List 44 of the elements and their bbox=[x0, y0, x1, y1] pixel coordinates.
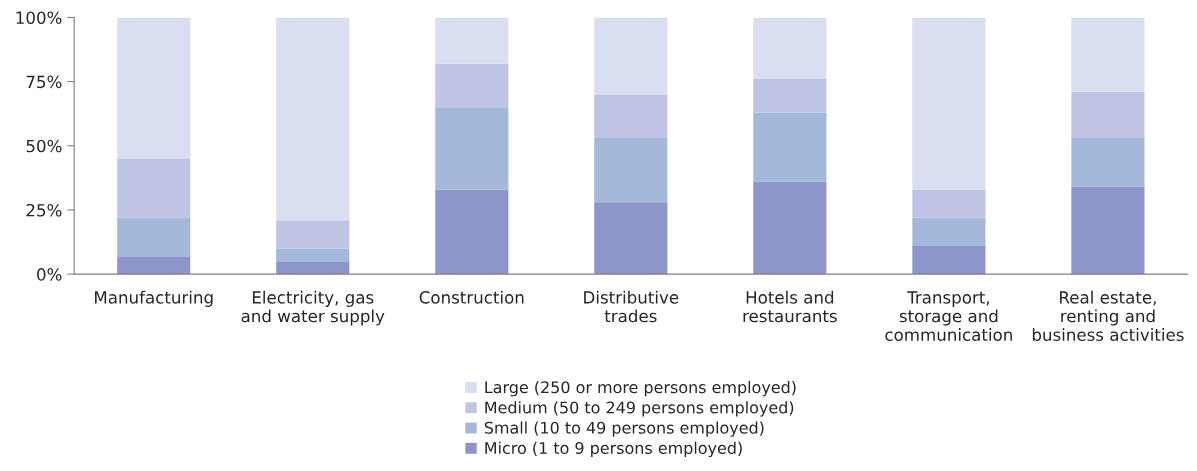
bar bbox=[117, 158, 191, 218]
legend-label: Large (250 or more persons employed) bbox=[485, 380, 796, 397]
y-tick-label: 100% bbox=[16, 11, 62, 24]
bar bbox=[594, 202, 668, 275]
x-tick-label: Distributive trades bbox=[584, 290, 679, 323]
bar bbox=[1071, 91, 1145, 139]
bar bbox=[753, 181, 827, 275]
legend-label: Small (10 to 49 persons employed) bbox=[484, 421, 764, 437]
bar bbox=[912, 17, 986, 190]
x-tick-label: Manufacturing bbox=[95, 290, 213, 307]
bar bbox=[117, 256, 191, 275]
bar bbox=[276, 261, 350, 275]
bar bbox=[753, 79, 827, 113]
legend-label: Micro (1 to 9 persons employed) bbox=[485, 441, 742, 458]
y-tick-label: 0% bbox=[37, 268, 62, 281]
y-tick-label: 25% bbox=[26, 203, 62, 217]
bar bbox=[912, 217, 986, 246]
x-tick-label: Electricity, gas and water supply bbox=[241, 290, 385, 326]
bar bbox=[912, 189, 986, 218]
bar bbox=[276, 17, 350, 221]
bar bbox=[753, 17, 827, 80]
bar bbox=[435, 63, 509, 108]
bar bbox=[912, 245, 986, 275]
x-tick-label: Hotels and restaurants bbox=[743, 290, 837, 323]
bar bbox=[1071, 186, 1145, 275]
x-tick-label: Transport, storage and communication bbox=[885, 291, 1012, 342]
bar bbox=[594, 94, 668, 139]
x-tick-label: Real estate, renting and business activities bbox=[1032, 290, 1184, 342]
bar bbox=[435, 17, 509, 64]
y-tick-label: 50% bbox=[26, 139, 62, 153]
bar bbox=[1071, 17, 1145, 92]
bar bbox=[594, 17, 668, 95]
bar bbox=[117, 17, 191, 159]
y-tick-label: 75% bbox=[26, 75, 62, 89]
bar bbox=[594, 138, 668, 203]
bar bbox=[117, 217, 191, 257]
bar bbox=[1071, 138, 1145, 187]
bar bbox=[435, 107, 509, 190]
bar bbox=[753, 112, 827, 182]
bar bbox=[435, 189, 509, 275]
bar bbox=[276, 248, 350, 262]
bar bbox=[276, 220, 350, 249]
x-tick-label: Construction bbox=[419, 290, 524, 304]
legend-label: Medium (50 to 249 persons employed) bbox=[485, 401, 794, 417]
